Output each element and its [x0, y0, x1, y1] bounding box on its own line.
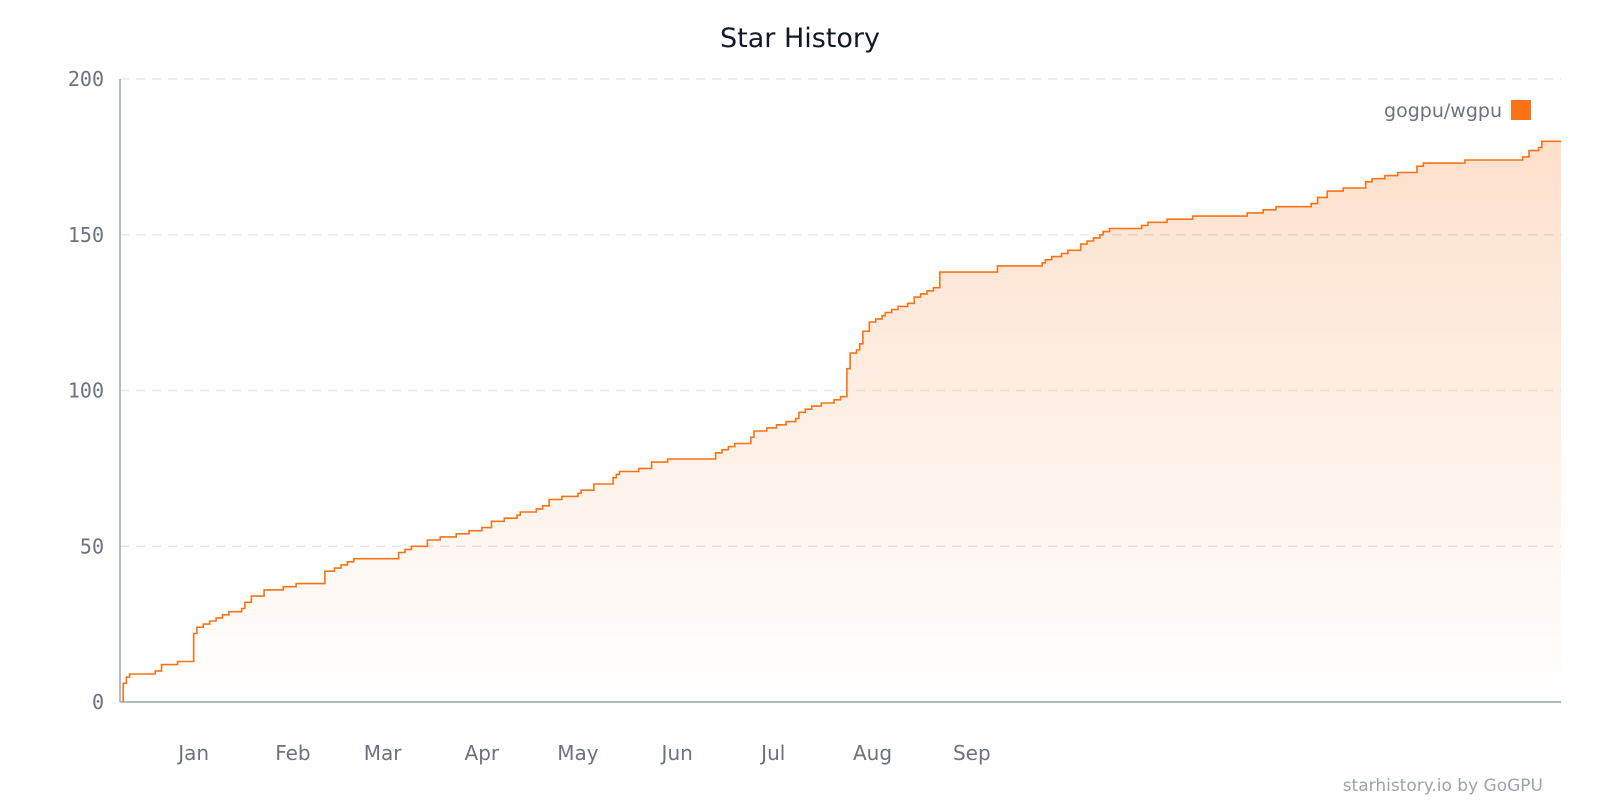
- y-tick-label: 200: [68, 67, 104, 91]
- series-lines: [122, 140, 1561, 702]
- series-line-gogpu-wgpu: [122, 140, 1561, 702]
- y-tick-label: 100: [68, 379, 104, 403]
- legend-swatch: [1511, 100, 1531, 120]
- y-tick-label: 150: [68, 223, 104, 247]
- x-tick-label: Jun: [660, 741, 693, 765]
- credit-text: starhistory.io by GoGPU: [1343, 776, 1543, 796]
- y-tick-label: 50: [80, 534, 104, 558]
- axes: [119, 79, 1561, 703]
- x-tick-label: Jul: [759, 741, 785, 765]
- area-fill: [123, 141, 1562, 703]
- series-area-fill: [123, 141, 1562, 703]
- x-tick-label: Aug: [853, 741, 892, 765]
- y-axis-ticks: 0 50 100 150 200: [68, 67, 104, 714]
- legend-label: gogpu/wgpu: [1384, 100, 1502, 122]
- x-tick-label: Feb: [275, 741, 310, 765]
- x-tick-label: Apr: [465, 741, 500, 765]
- x-axis-ticks: Jan Feb Mar Apr May Jun Jul Aug Sep: [176, 741, 990, 765]
- y-tick-label: 0: [92, 690, 104, 714]
- x-tick-label: Sep: [953, 741, 991, 765]
- chart-title: Star History: [720, 23, 880, 54]
- x-tick-label: May: [557, 741, 599, 765]
- legend[interactable]: gogpu/wgpu: [1384, 100, 1531, 122]
- x-tick-label: Mar: [364, 741, 403, 765]
- x-tick-label: Jan: [176, 741, 209, 765]
